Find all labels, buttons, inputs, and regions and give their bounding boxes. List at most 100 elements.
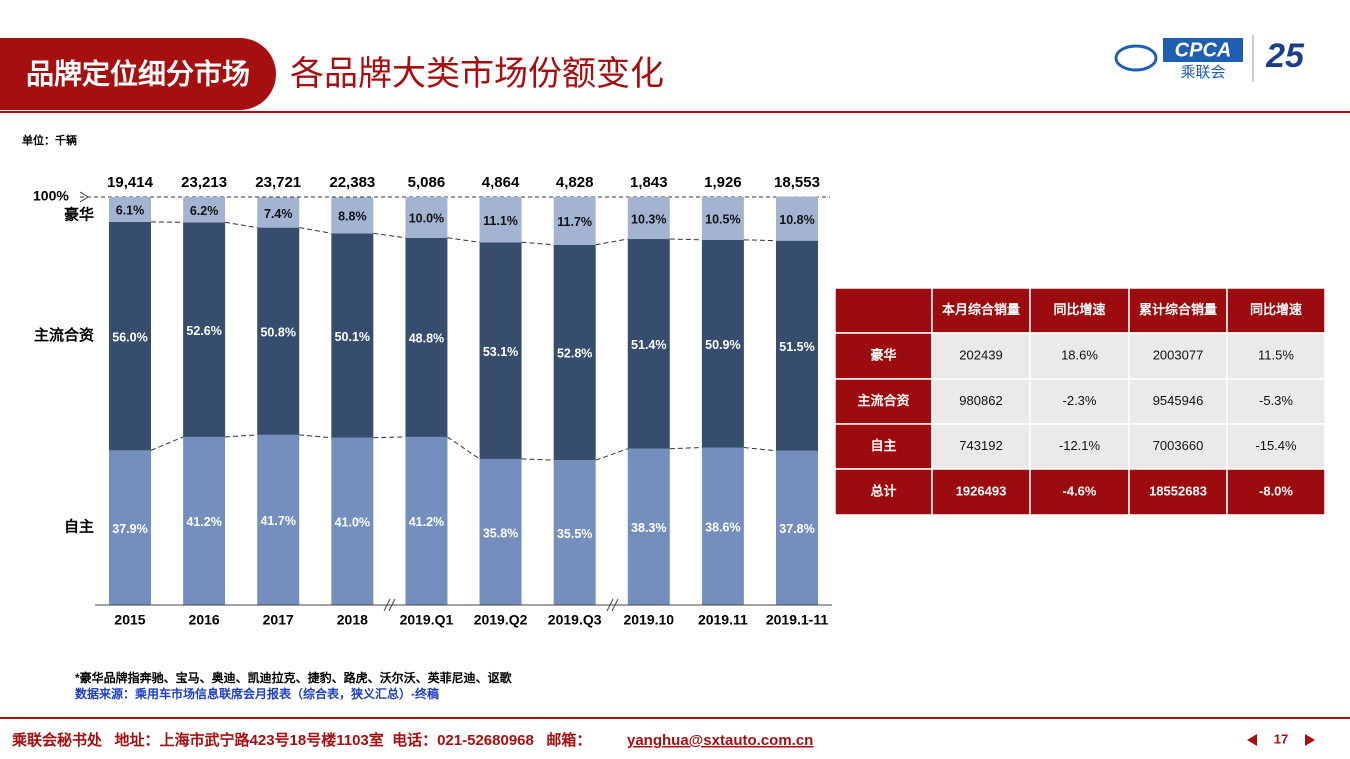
bar-segment bbox=[627, 239, 670, 449]
value-label: 10.3% bbox=[631, 212, 666, 226]
footer-email[interactable]: yanghua@sxtauto.com.cn bbox=[627, 732, 813, 749]
legend-label: 豪华 bbox=[64, 205, 94, 223]
bar-segment bbox=[553, 460, 596, 605]
x-tick-label: 2018 bbox=[337, 612, 368, 628]
y-tick-label: 100% bbox=[33, 188, 69, 204]
bar-segment bbox=[553, 197, 596, 245]
value-label: 6.2% bbox=[190, 204, 219, 218]
bar-segment bbox=[701, 447, 744, 605]
total-label: 4,828 bbox=[556, 174, 594, 191]
table-cell bbox=[1226, 378, 1326, 425]
bar-segment bbox=[331, 197, 374, 234]
bar-segment bbox=[257, 227, 300, 435]
header-text: 累计综合销量 bbox=[1139, 302, 1217, 317]
bar-segment bbox=[183, 436, 226, 605]
cell-text: 主流合资 bbox=[857, 393, 909, 408]
bar-segment bbox=[405, 237, 448, 437]
total-label: 23,213 bbox=[181, 174, 227, 191]
value-label: 38.6% bbox=[705, 521, 740, 535]
cell-text: -5.3% bbox=[1259, 393, 1293, 408]
value-label: 6.1% bbox=[116, 204, 145, 218]
slide-title: 各品牌大类市场份额变化 bbox=[290, 55, 664, 93]
value-label: 38.3% bbox=[631, 521, 666, 535]
bar-segment bbox=[479, 242, 522, 459]
cell-text: 自主 bbox=[870, 438, 896, 453]
cell-text: 总计 bbox=[870, 483, 896, 498]
bar-segment bbox=[331, 233, 374, 438]
table-cell bbox=[1029, 423, 1130, 470]
bar-segment bbox=[109, 450, 151, 605]
value-label: 50.1% bbox=[335, 330, 370, 344]
x-tick-label: 2017 bbox=[263, 612, 294, 628]
bar-segment bbox=[627, 448, 670, 605]
value-label: 41.2% bbox=[409, 515, 444, 529]
connector bbox=[447, 237, 480, 243]
value-label: 50.8% bbox=[260, 326, 295, 340]
value-label: 11.7% bbox=[557, 215, 592, 229]
header-text: 同比增速 bbox=[1250, 302, 1302, 317]
connector bbox=[595, 448, 628, 461]
x-tick-label: 2016 bbox=[189, 612, 220, 628]
next-page[interactable] bbox=[1305, 734, 1315, 746]
logo-ring bbox=[1114, 44, 1158, 72]
x-tick-label: 2019.Q3 bbox=[548, 612, 602, 628]
value-label: 52.6% bbox=[186, 324, 221, 338]
x-tick-label: 2019.11 bbox=[698, 612, 748, 628]
value-label: 41.0% bbox=[335, 516, 370, 530]
bar-segment bbox=[776, 240, 818, 451]
table-cell bbox=[834, 378, 933, 425]
value-label: 41.7% bbox=[260, 514, 295, 528]
cell-text: 9545946 bbox=[1153, 393, 1204, 408]
table-cell bbox=[834, 468, 933, 516]
connector bbox=[521, 458, 554, 461]
value-label: 35.5% bbox=[557, 527, 592, 541]
x-tick-label: 2019.Q2 bbox=[474, 612, 528, 628]
total-label: 19,414 bbox=[107, 174, 154, 191]
cell-text: 18.6% bbox=[1061, 347, 1098, 362]
bar-segment bbox=[701, 197, 744, 240]
cell-text: 743192 bbox=[959, 438, 1002, 453]
value-label: 8.8% bbox=[338, 210, 367, 224]
footnote: *豪华品牌指奔驰、宝马、奥迪、凯迪拉克、捷豹、路虎、沃尔沃、英菲尼迪、讴歌 bbox=[75, 670, 513, 685]
connector bbox=[743, 239, 777, 242]
connector bbox=[669, 238, 702, 241]
value-label: 7.4% bbox=[264, 207, 293, 221]
chart: 100% 37.9% 56.0% 6.1% 19,414 2015 41.2% 52.6% 6.… bbox=[33, 174, 830, 628]
bar-segment bbox=[257, 197, 300, 228]
value-label: 10.8% bbox=[779, 213, 814, 227]
table-cell bbox=[834, 287, 933, 334]
bar-segment bbox=[776, 450, 818, 605]
cell-text: 202439 bbox=[959, 347, 1002, 362]
connector bbox=[373, 436, 406, 439]
section-tab bbox=[0, 38, 276, 110]
value-label: 10.5% bbox=[705, 213, 740, 227]
connector bbox=[447, 436, 480, 460]
value-label: 10.0% bbox=[409, 212, 444, 226]
header-cell bbox=[1226, 287, 1326, 334]
value-label: 53.1% bbox=[483, 345, 518, 359]
header-cell bbox=[931, 287, 1031, 334]
cell-text: 18552683 bbox=[1149, 483, 1207, 498]
connector bbox=[743, 447, 777, 452]
axis-break bbox=[606, 598, 619, 612]
connector bbox=[669, 447, 702, 450]
x-tick-label: 2015 bbox=[114, 612, 145, 628]
cell-text: -15.4% bbox=[1255, 438, 1297, 453]
source-note: 数据来源：乘用车市场信息联席会月报表（综合表，狭义汇总）-终稿 bbox=[75, 686, 439, 701]
total-label: 22,383 bbox=[329, 174, 375, 191]
cell-text: -4.6% bbox=[1063, 483, 1097, 498]
logo-box bbox=[1163, 38, 1243, 62]
connector bbox=[595, 238, 628, 246]
prev-page[interactable] bbox=[1247, 734, 1257, 746]
value-label: 50.9% bbox=[705, 338, 740, 352]
bar-segment bbox=[405, 436, 448, 605]
unit-label: 单位：千辆 bbox=[22, 133, 77, 147]
table-cell bbox=[931, 378, 1031, 425]
bar-segment bbox=[553, 244, 596, 461]
cell-text: 2003077 bbox=[1153, 347, 1204, 362]
tick-arrow bbox=[79, 191, 89, 203]
bar-segment bbox=[701, 239, 744, 448]
cell-text: -8.0% bbox=[1259, 483, 1293, 498]
connector bbox=[373, 232, 406, 239]
